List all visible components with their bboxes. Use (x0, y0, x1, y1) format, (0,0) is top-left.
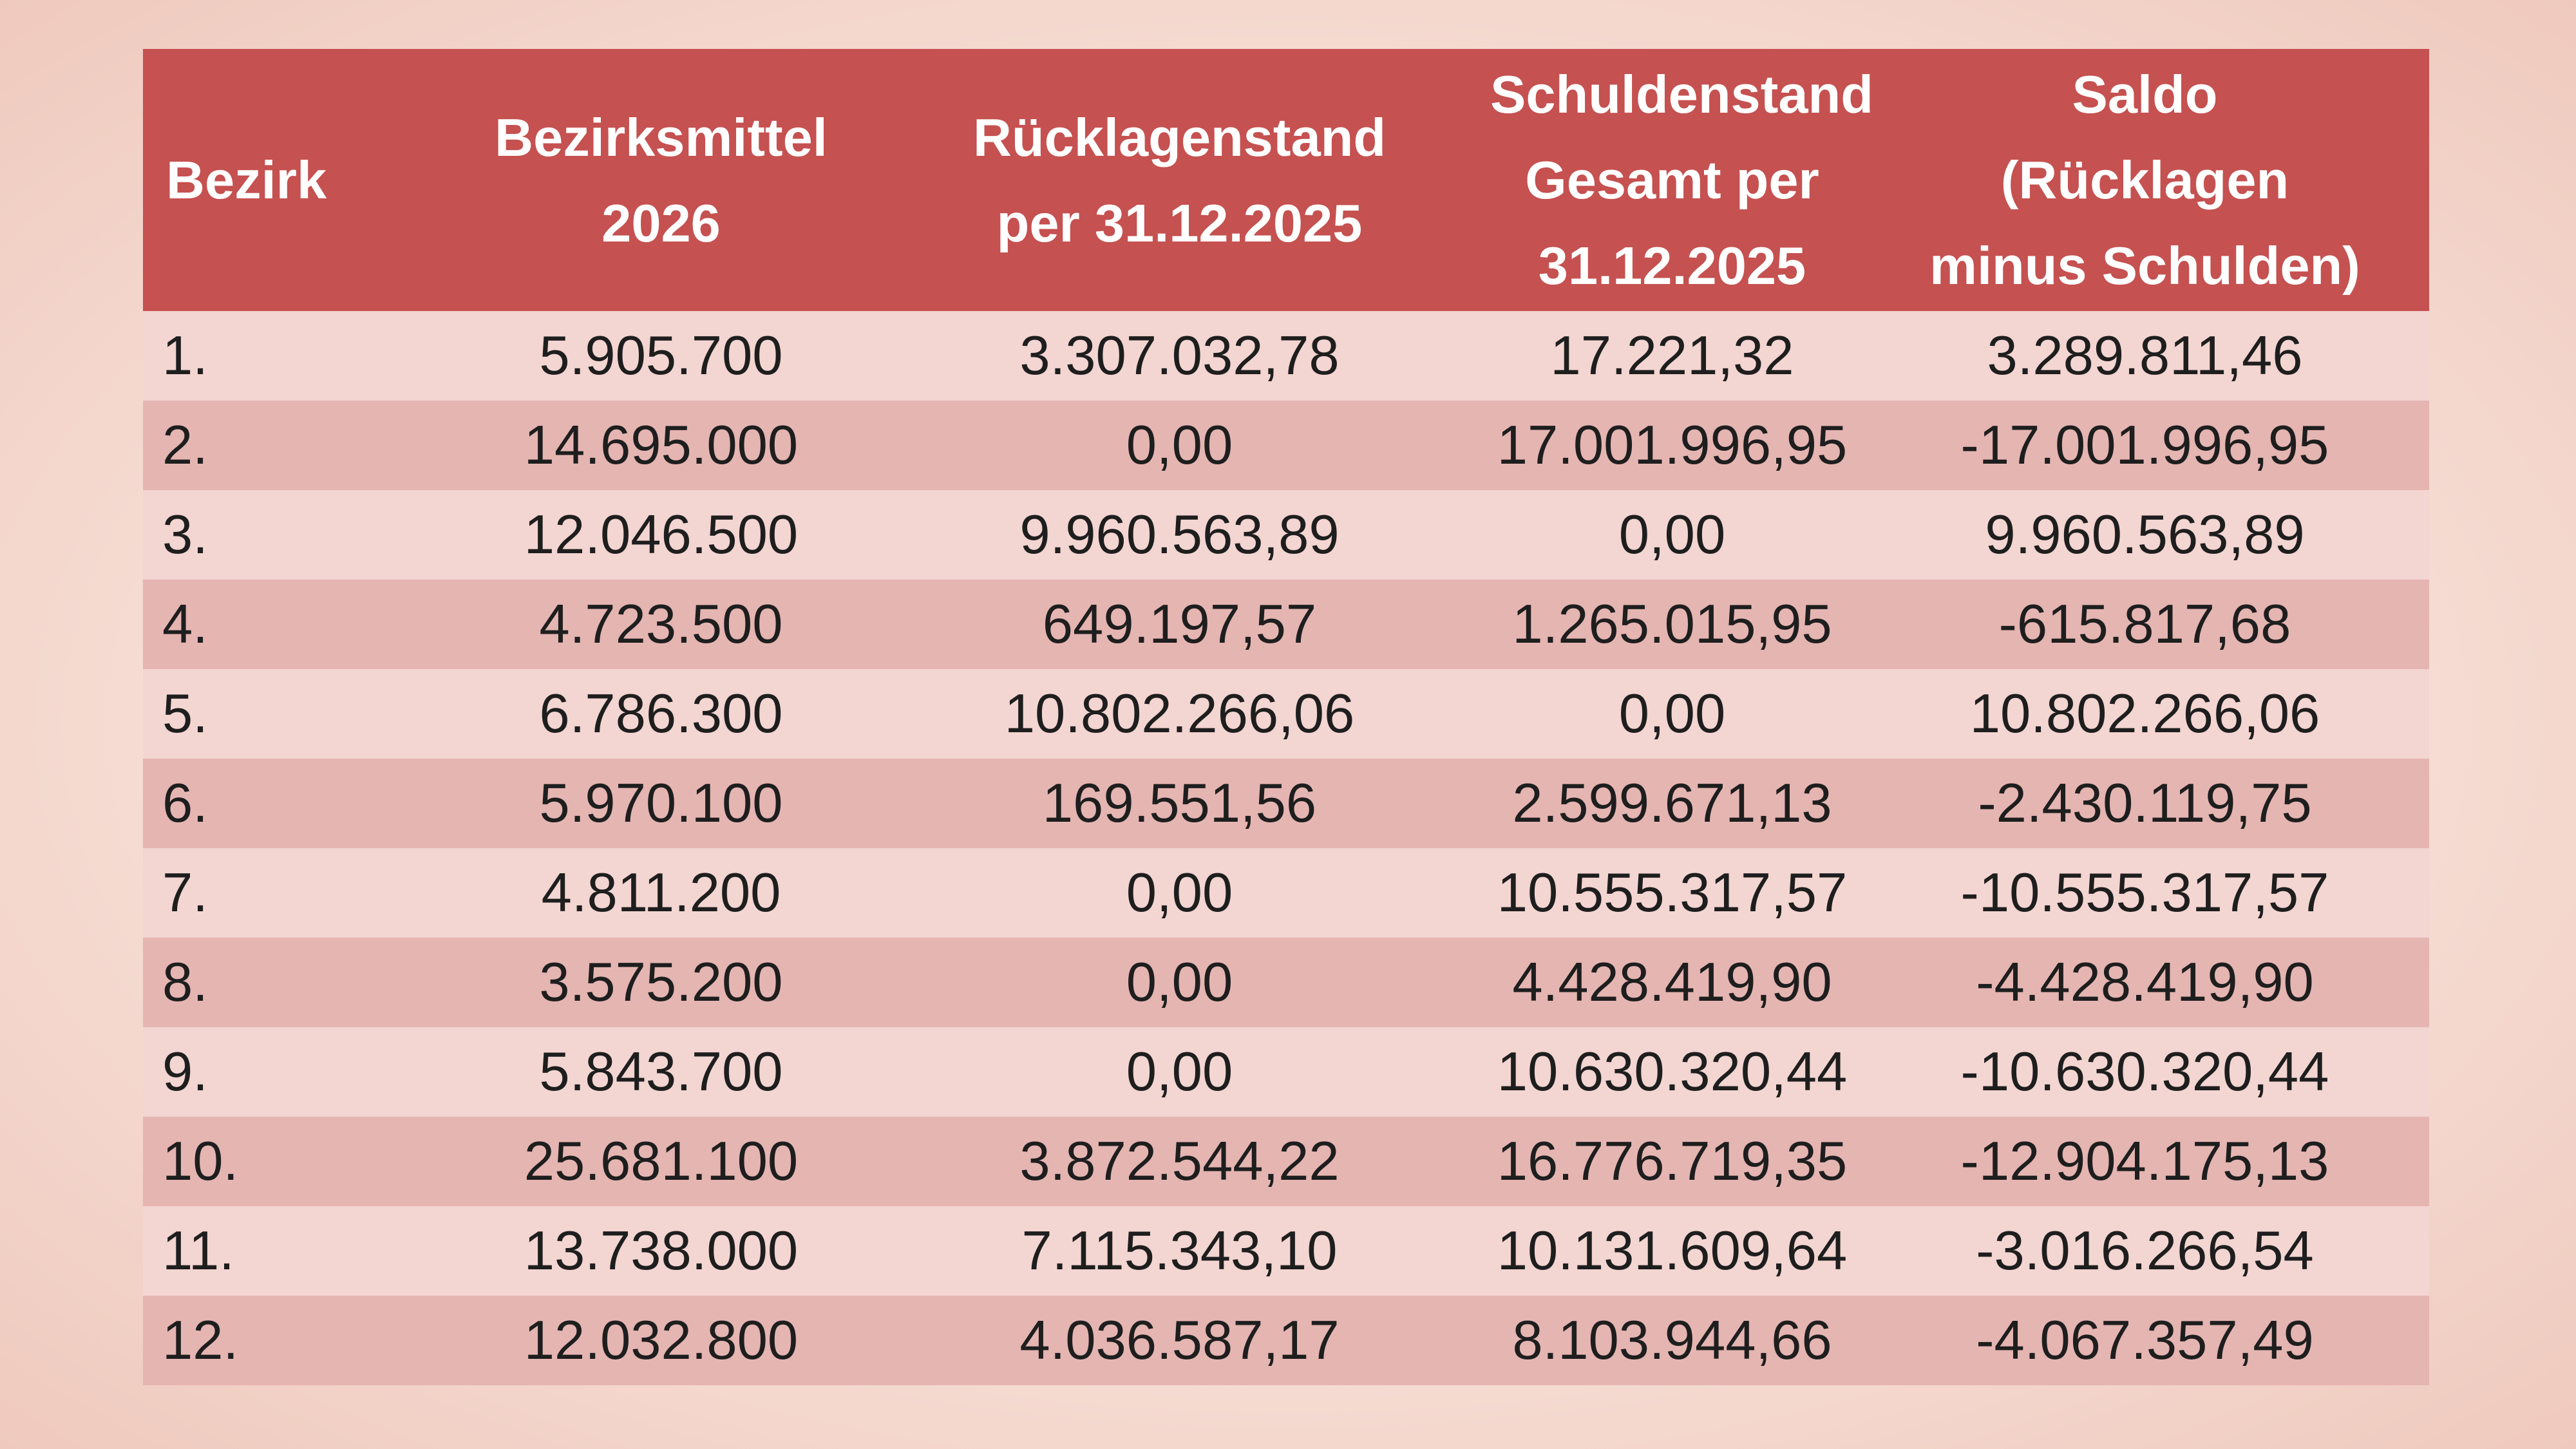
bezirk-cell: 6. (162, 772, 208, 834)
saldo-cell: -2.430.119,75 (1978, 772, 2312, 834)
header-line: Bezirksmittel (495, 107, 828, 167)
table-row: 2. 14.695.000 0,00 17.001.996,95 -17.001.996… (143, 401, 2429, 490)
table-row: 3. 12.046.500 9.960.563,89 0,00 9.960.563,89 (143, 490, 2429, 580)
bezirksmittel-cell: 4.811.200 (541, 862, 781, 923)
saldo-cell: -615.817,68 (1998, 593, 2291, 655)
bezirksmittel-cell: 5.905.700 (539, 325, 783, 386)
header-line: 31.12.2025 (1538, 236, 1806, 296)
bezirksmittel-cell: 6.786.300 (539, 683, 783, 744)
bezirksmittel-cell: 3.575.200 (539, 951, 783, 1013)
saldo-cell: -10.555.317,57 (1960, 862, 2329, 923)
saldo-cell: -3.016.266,54 (1976, 1220, 2314, 1282)
schuldenstand-cell: 10.555.317,57 (1497, 862, 1848, 923)
ruecklagenstand-cell: 169.551,56 (1042, 772, 1317, 834)
bezirksmittel-cell: 12.046.500 (524, 504, 799, 565)
ruecklagenstand-cell: 0,00 (1126, 862, 1233, 923)
table-row: 11. 13.738.000 7.115.343,10 10.131.609,64 -3… (143, 1206, 2429, 1296)
table-row: 6. 5.970.100 169.551,56 2.599.671,13 -2.430.… (143, 759, 2429, 848)
ruecklagenstand-cell: 0,00 (1126, 951, 1233, 1013)
header-row: Bezirk Bezirksmittel 2026 Rücklagenstand… (143, 49, 2429, 311)
bezirk-cell: 7. (162, 862, 208, 923)
schuldenstand-cell: 0,00 (1618, 683, 1726, 744)
bezirk-cell: 2. (162, 414, 208, 476)
bezirksmittel-cell: 5.843.700 (539, 1041, 783, 1103)
bezirksmittel-cell: 4.723.500 (539, 593, 783, 655)
ruecklagenstand-cell: 3.872.544,22 (1019, 1130, 1340, 1192)
header-line: minus Schulden) (1929, 236, 2360, 296)
schuldenstand-cell: 2.599.671,13 (1512, 772, 1832, 834)
bezirksmittel-cell: 13.738.000 (524, 1220, 799, 1282)
ruecklagenstand-cell: 0,00 (1126, 1041, 1233, 1103)
bezirk-cell: 12. (162, 1309, 239, 1371)
table-row: 7. 4.811.200 0,00 10.555.317,57 -10.555.317,… (143, 848, 2429, 938)
schuldenstand-cell: 17.001.996,95 (1497, 414, 1848, 476)
bezirk-cell: 3. (162, 504, 208, 565)
header-bezirk: Bezirk (143, 49, 447, 311)
schuldenstand-cell: 10.630.320,44 (1497, 1041, 1848, 1103)
saldo-cell: -17.001.996,95 (1960, 414, 2329, 476)
table-row: 9. 5.843.700 0,00 10.630.320,44 -10.630.320,… (143, 1027, 2429, 1117)
ruecklagenstand-cell: 0,00 (1126, 414, 1233, 476)
header-ruecklagenstand: Rücklagenstand per 31.12.2025 (875, 49, 1484, 311)
ruecklagenstand-cell: 649.197,57 (1042, 593, 1317, 655)
saldo-cell: 10.802.266,06 (1969, 683, 2320, 744)
header-bezirksmittel: Bezirksmittel 2026 (447, 49, 875, 311)
bezirk-cell: 9. (162, 1041, 208, 1103)
bezirk-cell: 8. (162, 951, 208, 1013)
table-row: 4. 4.723.500 649.197,57 1.265.015,95 -615.81… (143, 580, 2429, 669)
ruecklagenstand-cell: 3.307.032,78 (1019, 325, 1340, 386)
ruecklagenstand-cell: 7.115.343,10 (1021, 1220, 1338, 1282)
table-row: 12. 12.032.800 4.036.587,17 8.103.944,66 -4.… (143, 1296, 2429, 1385)
header-saldo: Saldo (Rücklagen minus Schulden) (1861, 49, 2429, 311)
header-line: Gesamt per (1525, 150, 1819, 210)
schuldenstand-cell: 4.428.419,90 (1512, 951, 1832, 1013)
header-line: Bezirk (166, 150, 327, 210)
bezirksmittel-cell: 5.970.100 (539, 772, 783, 834)
header-schuldenstand: Schuldenstand Gesamt per 31.12.2025 (1484, 49, 1873, 311)
saldo-cell: -10.630.320,44 (1960, 1041, 2329, 1103)
bezirksmittel-cell: 14.695.000 (524, 414, 799, 476)
bezirk-cell: 5. (162, 683, 208, 744)
schuldenstand-cell: 17.221,32 (1550, 325, 1794, 386)
schuldenstand-cell: 16.776.719,35 (1497, 1130, 1848, 1192)
table-row: 10. 25.681.100 3.872.544,22 16.776.719,35 -1… (143, 1117, 2429, 1206)
schuldenstand-cell: 0,00 (1618, 504, 1726, 565)
bezirk-cell: 10. (162, 1130, 239, 1192)
header-line: Saldo (2072, 64, 2218, 124)
header-line: per 31.12.2025 (996, 193, 1363, 253)
saldo-cell: 9.960.563,89 (1985, 504, 2305, 565)
header-line: Schuldenstand (1490, 64, 1873, 124)
bezirksmittel-cell: 12.032.800 (524, 1309, 799, 1371)
table-row: 8. 3.575.200 0,00 4.428.419,90 -4.428.419,90 (143, 938, 2429, 1027)
schuldenstand-cell: 8.103.944,66 (1512, 1309, 1832, 1371)
bezirksmittel-cell: 25.681.100 (524, 1130, 799, 1192)
schuldenstand-cell: 1.265.015,95 (1512, 593, 1832, 655)
saldo-cell: -4.428.419,90 (1976, 951, 2314, 1013)
table-body: 1. 5.905.700 3.307.032,78 17.221,32 3.289.81… (143, 311, 2429, 1385)
bezirk-cell: 1. (162, 325, 208, 386)
schuldenstand-cell: 10.131.609,64 (1497, 1220, 1848, 1282)
ruecklagenstand-cell: 10.802.266,06 (1004, 683, 1355, 744)
bezirk-cell: 4. (162, 593, 208, 655)
district-finance-table: Bezirk Bezirksmittel 2026 Rücklagenstand… (143, 49, 2429, 1385)
saldo-cell: 3.289.811,46 (1987, 325, 2303, 386)
header-line: 2026 (601, 193, 721, 253)
table-row: 1. 5.905.700 3.307.032,78 17.221,32 3.289.81… (143, 311, 2429, 401)
ruecklagenstand-cell: 4.036.587,17 (1019, 1309, 1340, 1371)
saldo-cell: -4.067.357,49 (1976, 1309, 2314, 1371)
saldo-cell: -12.904.175,13 (1960, 1130, 2329, 1192)
header-line: Rücklagenstand (972, 107, 1387, 167)
bezirk-cell: 11. (162, 1220, 234, 1282)
table-frame: Bezirk Bezirksmittel 2026 Rücklagenstand… (143, 49, 2429, 1385)
header-line: (Rücklagen (2000, 150, 2289, 210)
ruecklagenstand-cell: 9.960.563,89 (1019, 504, 1340, 565)
table-row: 5. 6.786.300 10.802.266,06 0,00 10.802.266,0… (143, 669, 2429, 759)
table-header: Bezirk Bezirksmittel 2026 Rücklagenstand… (143, 49, 2429, 311)
